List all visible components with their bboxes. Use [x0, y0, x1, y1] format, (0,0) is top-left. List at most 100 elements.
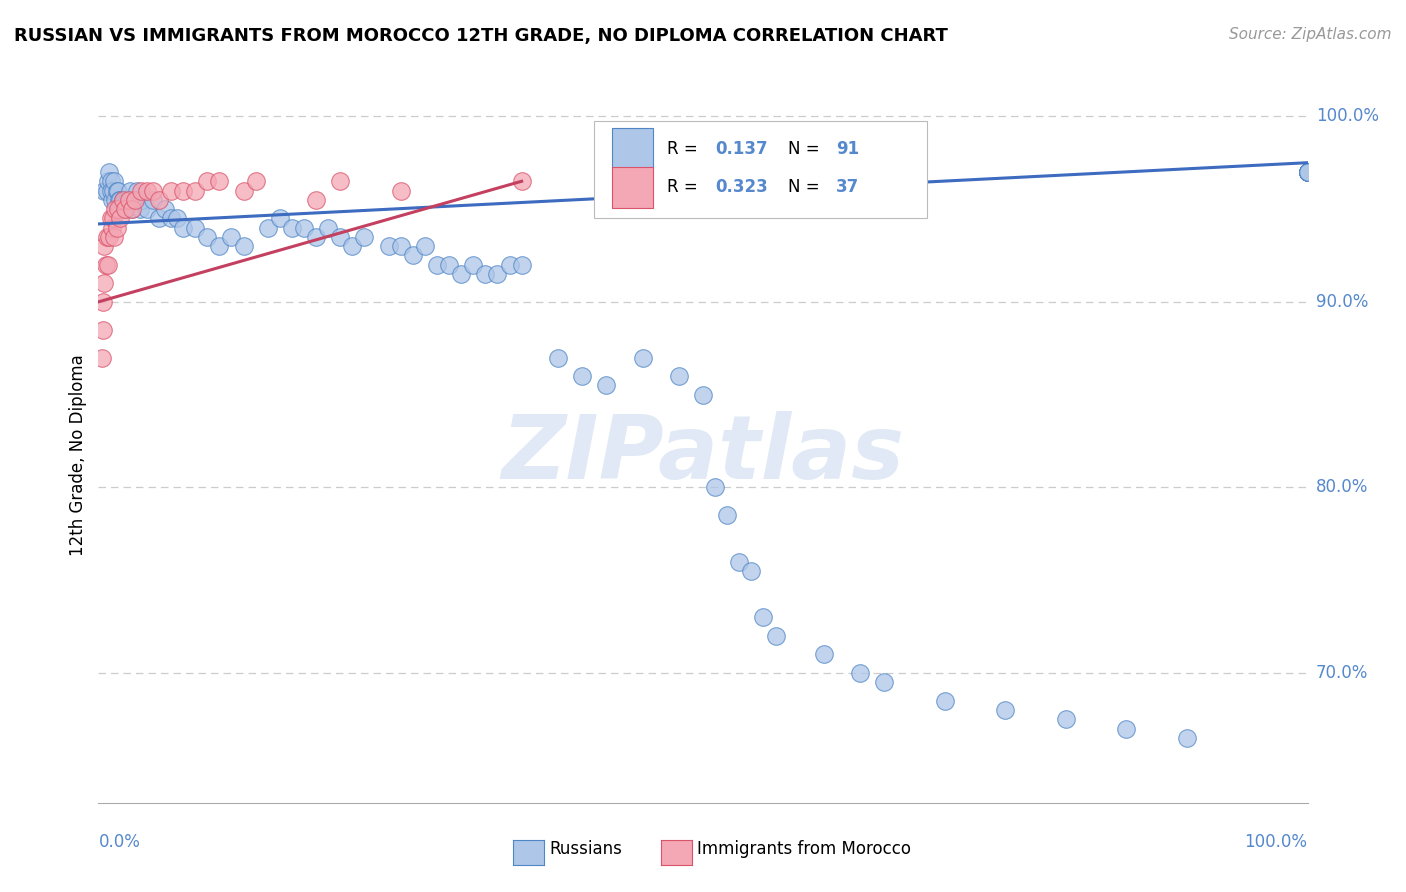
Y-axis label: 12th Grade, No Diploma: 12th Grade, No Diploma: [69, 354, 87, 556]
Point: [96, 230, 118, 244]
Point: [329, 230, 352, 244]
Point: [96, 184, 118, 198]
Text: 37: 37: [837, 178, 859, 196]
Point: [1296, 165, 1319, 179]
Text: 0.137: 0.137: [716, 140, 768, 158]
Text: N =: N =: [787, 178, 824, 196]
Point: [1296, 165, 1319, 179]
Point: [510, 258, 533, 272]
Point: [1296, 165, 1319, 179]
Point: [98, 230, 121, 244]
Point: [104, 202, 127, 216]
Point: [91, 323, 114, 337]
Text: 0.0%: 0.0%: [98, 833, 141, 851]
Point: [97, 258, 120, 272]
Point: [486, 267, 509, 281]
Point: [118, 184, 141, 198]
Text: 70.0%: 70.0%: [1316, 664, 1368, 681]
Point: [101, 184, 124, 198]
Point: [1115, 722, 1137, 736]
FancyBboxPatch shape: [612, 167, 654, 208]
Point: [377, 239, 399, 253]
Point: [813, 648, 835, 662]
Point: [221, 230, 243, 244]
Point: [105, 220, 128, 235]
Point: [135, 184, 157, 198]
Text: 100.0%: 100.0%: [1244, 833, 1308, 851]
Text: N =: N =: [787, 140, 824, 158]
Point: [256, 220, 278, 235]
Point: [232, 239, 254, 253]
Point: [114, 202, 136, 216]
Point: [103, 174, 125, 188]
Point: [389, 239, 412, 253]
Point: [994, 703, 1017, 717]
Text: 0.323: 0.323: [716, 178, 768, 196]
Point: [100, 184, 122, 198]
Point: [114, 193, 136, 207]
Point: [135, 202, 157, 216]
Point: [1296, 165, 1319, 179]
Point: [110, 202, 132, 216]
Point: [121, 202, 143, 216]
Point: [316, 220, 339, 235]
Point: [101, 211, 124, 226]
Point: [172, 184, 194, 198]
Point: [305, 230, 328, 244]
Point: [342, 239, 364, 253]
Point: [107, 202, 129, 216]
Point: [402, 248, 425, 262]
Point: [498, 258, 520, 272]
Point: [413, 239, 436, 253]
Point: [765, 629, 787, 643]
Point: [100, 193, 122, 207]
Text: Russians: Russians: [550, 840, 623, 858]
Point: [1296, 165, 1319, 179]
Point: [1296, 165, 1319, 179]
Point: [195, 230, 218, 244]
Point: [426, 258, 449, 272]
Point: [142, 184, 165, 198]
Point: [100, 174, 122, 188]
Point: [571, 369, 593, 384]
Point: [93, 239, 115, 253]
Point: [631, 351, 654, 365]
Point: [117, 193, 139, 207]
Point: [510, 174, 533, 188]
Point: [463, 258, 485, 272]
Text: 91: 91: [837, 140, 859, 158]
Point: [208, 239, 231, 253]
Point: [160, 184, 183, 198]
Point: [849, 665, 872, 680]
Point: [595, 378, 617, 392]
Point: [245, 174, 267, 188]
Point: [105, 184, 128, 198]
Point: [450, 267, 472, 281]
Point: [716, 508, 738, 523]
Point: [128, 202, 150, 216]
Point: [107, 184, 129, 198]
Point: [934, 694, 956, 708]
Point: [108, 193, 131, 207]
Point: [184, 220, 207, 235]
Point: [195, 174, 218, 188]
Point: [124, 193, 146, 207]
Point: [1175, 731, 1198, 745]
Point: [118, 193, 141, 207]
Point: [437, 258, 460, 272]
Point: [1296, 165, 1319, 179]
Text: 80.0%: 80.0%: [1316, 478, 1368, 496]
Point: [142, 193, 165, 207]
Point: [1296, 165, 1319, 179]
Point: [305, 193, 328, 207]
Point: [100, 211, 122, 226]
Point: [232, 184, 254, 198]
Text: Source: ZipAtlas.com: Source: ZipAtlas.com: [1229, 27, 1392, 42]
Point: [728, 555, 751, 569]
Point: [121, 202, 143, 216]
Point: [127, 184, 149, 198]
Point: [100, 220, 122, 235]
Point: [208, 174, 231, 188]
Point: [153, 202, 176, 216]
Point: [692, 387, 714, 401]
